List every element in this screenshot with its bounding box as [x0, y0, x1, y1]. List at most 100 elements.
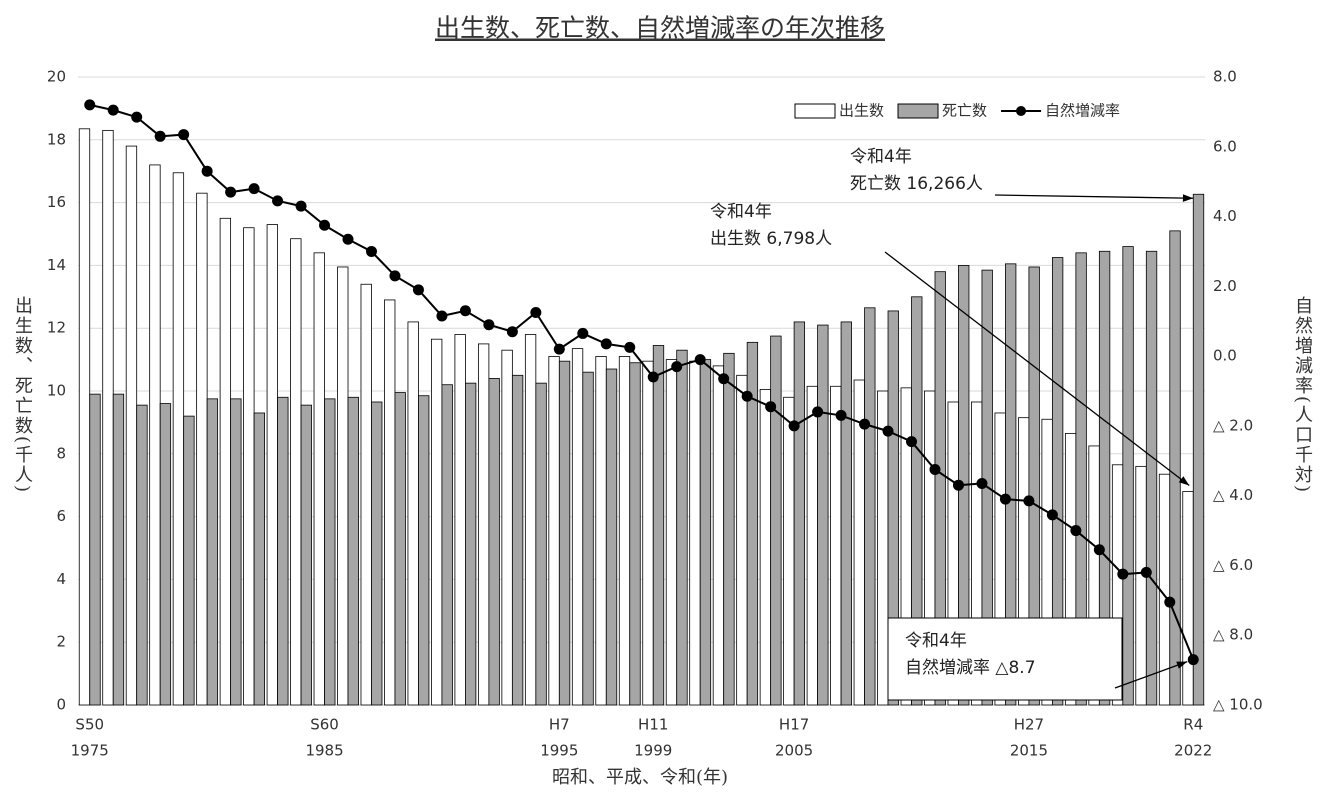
bar: [219, 217, 232, 706]
bar: [125, 145, 138, 706]
bar: [172, 172, 185, 706]
annotation-box: [887, 617, 1123, 701]
y-tick-label: 4: [56, 570, 66, 588]
point: [1187, 654, 1199, 666]
point: [835, 409, 847, 421]
bar: [1182, 491, 1194, 706]
point: [812, 406, 824, 418]
x-tick-label: S60: [310, 716, 339, 734]
bar: [300, 404, 312, 706]
x-tick-label: H7: [549, 716, 570, 734]
annotation: 出生数 6,798人: [710, 229, 832, 249]
bar: [642, 360, 654, 706]
bar: [277, 396, 289, 706]
bar: [793, 321, 806, 706]
y-axis-title: 出生数、死亡数(千人): [12, 296, 33, 494]
x-tick-label: S50: [75, 716, 104, 734]
point: [342, 233, 354, 245]
point: [412, 284, 424, 296]
y2-tick-label: △ 4.0: [1213, 486, 1253, 504]
bar: [243, 227, 255, 706]
bar: [313, 252, 325, 706]
y2-tick-label: △ 2.0: [1213, 416, 1253, 434]
bar: [102, 129, 114, 706]
x-tick-label: 1999: [634, 742, 672, 760]
bar: [830, 385, 842, 706]
bar: [736, 374, 748, 706]
bar: [431, 338, 443, 706]
y2-tick-label: 8.0: [1213, 68, 1237, 86]
point: [483, 319, 495, 331]
bar: [511, 374, 524, 706]
annotation-arrowhead: [1178, 476, 1190, 486]
bar: [394, 392, 406, 706]
point: [201, 165, 213, 177]
bar: [1192, 193, 1205, 706]
x-tick-label: 1985: [305, 742, 343, 760]
point: [530, 307, 542, 318]
y-tick-label: 2: [56, 633, 66, 651]
bar: [149, 164, 161, 706]
y2-tick-label: 4.0: [1213, 207, 1237, 225]
x-tick-label: 1995: [540, 742, 578, 760]
bar: [89, 393, 101, 706]
bar: [230, 398, 242, 706]
point: [365, 245, 377, 257]
bar: [1005, 263, 1017, 706]
legend-label: 自然増減率: [1045, 102, 1120, 120]
point: [295, 200, 307, 212]
bar: [196, 192, 208, 706]
bar: [629, 362, 641, 706]
point: [647, 371, 659, 383]
bar: [1145, 250, 1158, 706]
y-tick-label: 12: [47, 319, 66, 337]
point: [999, 493, 1011, 505]
bar: [548, 356, 560, 706]
bar: [1075, 252, 1087, 706]
bar: [1135, 465, 1147, 706]
bar: [558, 360, 571, 706]
bar: [384, 299, 396, 706]
y-tick-label: 6: [56, 507, 66, 525]
bar: [840, 321, 852, 706]
bar: [817, 324, 829, 706]
bar: [78, 128, 91, 706]
bar: [877, 390, 889, 706]
point: [248, 183, 260, 195]
annotation-arrowhead: [1182, 194, 1194, 202]
y2-tick-label: 0.0: [1213, 347, 1237, 365]
bar: [337, 266, 349, 706]
bar: [371, 401, 383, 706]
point: [1117, 568, 1129, 580]
annotation: 自然増減率 △8.7: [905, 658, 1036, 678]
bar: [407, 321, 419, 706]
bar: [206, 398, 219, 706]
bar: [524, 334, 537, 706]
x-tick-label: H27: [1014, 716, 1044, 734]
y2-axis-title: 自然増減率(人口千対): [1292, 296, 1313, 494]
y-tick-label: 18: [47, 130, 66, 148]
point: [389, 270, 401, 282]
bar: [477, 343, 490, 706]
bar: [253, 412, 265, 706]
point: [671, 361, 683, 373]
point: [1093, 544, 1105, 556]
bar: [324, 398, 336, 706]
point: [154, 130, 166, 142]
point: [272, 195, 284, 207]
bar: [1122, 246, 1134, 706]
point: [882, 425, 894, 437]
point: [976, 477, 988, 489]
annotation: 死亡数 16,266人: [850, 174, 983, 194]
annotation: 令和4年: [905, 631, 967, 651]
point: [952, 479, 964, 491]
bar: [864, 307, 876, 706]
point: [1023, 495, 1035, 507]
y2-tick-label: △ 6.0: [1213, 556, 1253, 574]
bar: [665, 359, 678, 706]
annotation-arrow: [884, 251, 1190, 487]
legend-label: 死亡数: [942, 102, 987, 120]
bar: [1028, 266, 1040, 706]
bar: [723, 352, 735, 706]
